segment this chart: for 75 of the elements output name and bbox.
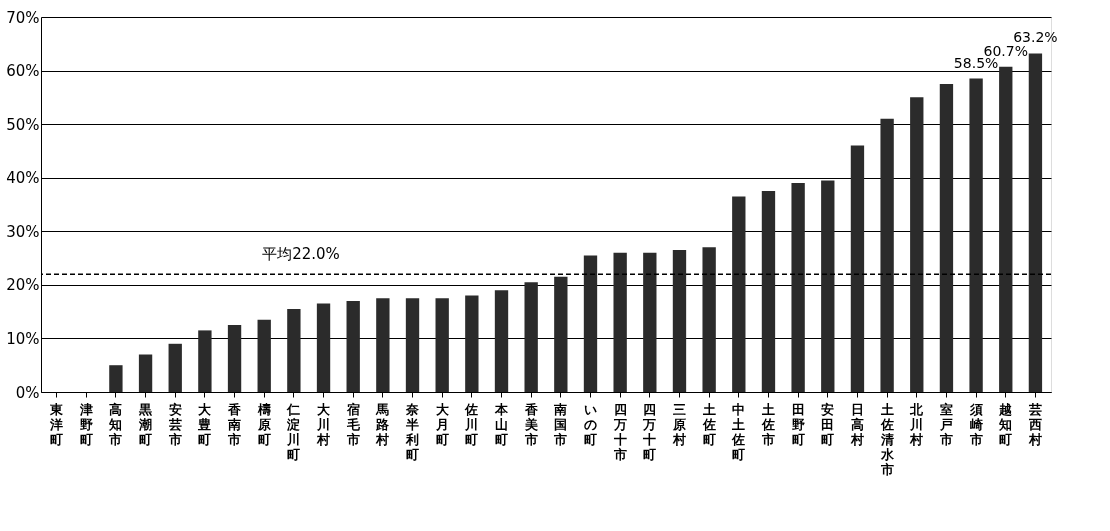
bar (346, 300, 360, 392)
x-tick-label: 高知市 (108, 401, 123, 447)
bar (109, 365, 123, 392)
x-tick-label: 室戸市 (938, 401, 953, 447)
bar (287, 308, 301, 392)
x-tick-label: 芸西村 (1027, 401, 1042, 447)
bar (316, 303, 331, 392)
bar (791, 183, 805, 392)
x-tick-label: 津野町 (78, 401, 93, 447)
x-tick-label: 大月町 (434, 401, 450, 447)
x-tick-label: 四万十市 (612, 401, 627, 462)
x-tick-label: 安田町 (821, 401, 835, 447)
bar (376, 298, 390, 392)
x-tick-label: 大豊町 (197, 401, 213, 447)
y-tick-label: 50% (6, 115, 40, 134)
y-tick-label: 30% (6, 222, 40, 241)
bar (672, 250, 687, 392)
x-tick-label: 東洋町 (49, 401, 65, 447)
x-tick-label: 黒潮町 (138, 401, 154, 447)
bar (554, 276, 568, 392)
bar (702, 247, 716, 392)
bar (583, 255, 598, 392)
bar (969, 78, 983, 392)
bar (850, 145, 865, 392)
bar (732, 196, 746, 392)
x-tick-label: 南国市 (553, 401, 568, 447)
bar (257, 319, 271, 392)
y-tick-label: 60% (6, 62, 40, 81)
x-tick-label: 土佐清水市 (879, 401, 895, 477)
x-tick-label: 大川村 (316, 401, 332, 447)
bar (465, 295, 479, 392)
x-tick-label: 仁淀川町 (286, 401, 301, 462)
bar (138, 354, 153, 392)
bar (494, 290, 509, 392)
y-tick-label: 10% (6, 329, 40, 348)
bar (198, 330, 212, 392)
bar (227, 325, 242, 392)
bar (1028, 53, 1043, 392)
bar (910, 97, 924, 392)
x-tick-label: 土佐市 (760, 401, 775, 447)
x-tick-label: 宿毛市 (345, 401, 361, 447)
x-tick-label: 中土佐町 (731, 401, 746, 462)
bar (761, 191, 776, 392)
y-tick-label: 0% (15, 383, 40, 402)
x-tick-label: 香南市 (227, 401, 243, 447)
ref-line-label: 平均22.0% (262, 245, 340, 264)
y-tick-label: 70% (6, 8, 40, 27)
x-tick-label: 佐川町 (464, 401, 479, 447)
x-tick-label: 田野町 (791, 401, 805, 447)
x-tick-label: 香美市 (523, 401, 539, 447)
y-tick-label: 40% (6, 169, 40, 188)
x-tick-label: いの町 (583, 401, 597, 447)
bar (405, 298, 420, 392)
bar (524, 282, 538, 392)
x-tick-label: 北川村 (909, 401, 925, 447)
x-tick-label: 須崎市 (968, 401, 983, 447)
x-tick-label: 越知町 (998, 401, 1013, 447)
x-tick-label: 三原村 (671, 401, 686, 447)
bar (643, 252, 657, 392)
bar (435, 298, 449, 392)
x-tick-label: 安芸市 (167, 401, 182, 447)
bar (613, 252, 627, 392)
x-tick-label: 四万十町 (642, 401, 657, 462)
bar (821, 180, 835, 392)
bar (939, 83, 954, 392)
bar (999, 66, 1013, 392)
x-tick-label: 本山町 (494, 401, 510, 447)
x-tick-label: 日高村 (849, 401, 864, 447)
x-tick-label: 馬路村 (375, 401, 390, 447)
bar (880, 118, 894, 392)
x-tick-label: 檮原町 (256, 401, 271, 447)
bar (168, 343, 182, 392)
x-tick-label: 奈半利町 (405, 401, 421, 462)
y-tick-label: 20% (6, 276, 40, 295)
x-tick-label: 土佐町 (701, 401, 716, 447)
